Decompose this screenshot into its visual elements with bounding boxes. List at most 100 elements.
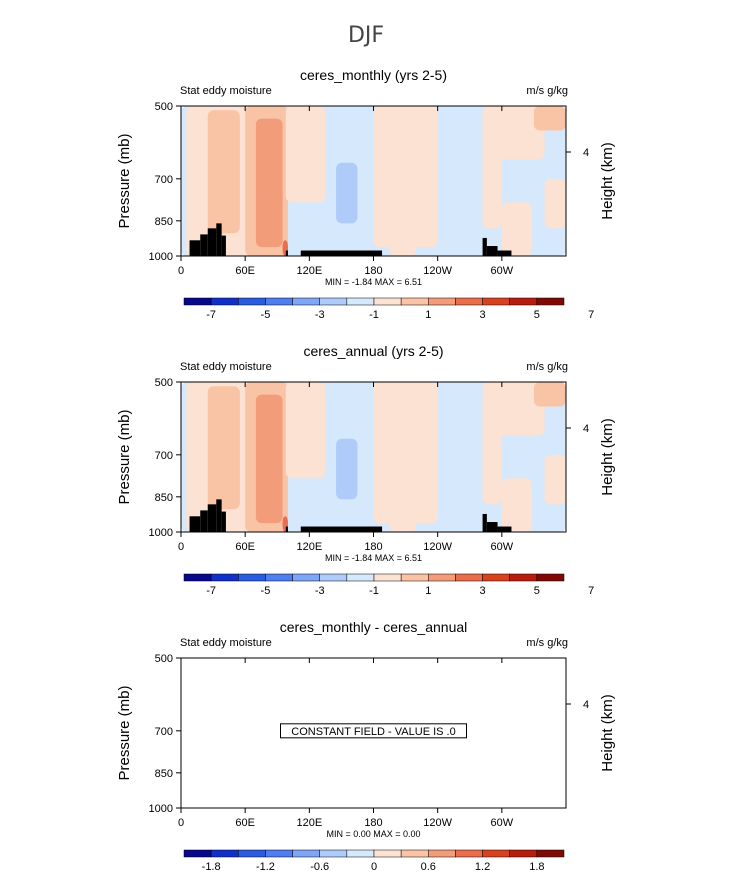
y-tick-label: 1000 bbox=[149, 803, 173, 815]
colorbar-swatch bbox=[265, 849, 293, 858]
colorbar-swatch bbox=[183, 573, 212, 582]
land-block bbox=[482, 513, 487, 532]
field-region bbox=[373, 382, 438, 524]
colorbar-swatch bbox=[319, 297, 348, 306]
colorbar-swatch bbox=[400, 849, 429, 858]
colorbar-swatch bbox=[536, 297, 565, 306]
land-block bbox=[486, 246, 498, 256]
colorbar-tick-label: -3 bbox=[315, 585, 325, 597]
field-region bbox=[285, 106, 326, 203]
y-tick-label: 700 bbox=[155, 726, 173, 738]
colorbar-tick-label: -7 bbox=[206, 585, 216, 597]
y2-axis-title: Height (km) bbox=[599, 418, 616, 496]
colorbar-tick-label: -5 bbox=[261, 585, 271, 597]
land-block bbox=[216, 499, 222, 532]
chart-panel: ceres_monthly (yrs 2-5) Stat eddy moistur… bbox=[116, 67, 616, 321]
field-region bbox=[255, 118, 283, 248]
units-label: m/s g/kg bbox=[526, 361, 568, 373]
colorbar-swatch bbox=[346, 849, 375, 858]
x-tick-label: 180 bbox=[364, 265, 382, 277]
colorbar-tick-label: 1 bbox=[425, 585, 431, 597]
x-tick-label: 120E bbox=[296, 541, 322, 553]
y-tick-label: 850 bbox=[155, 768, 173, 780]
y-tick-label: 700 bbox=[155, 174, 173, 186]
colorbar-swatch bbox=[509, 297, 538, 306]
colorbar-swatch bbox=[238, 849, 266, 858]
x-tick-label: 120W bbox=[423, 265, 452, 277]
colorbar-swatch bbox=[428, 849, 456, 858]
colorbar-swatch bbox=[428, 573, 456, 582]
variable-label: Stat eddy moisture bbox=[180, 85, 272, 97]
colorbar-tick-label: 5 bbox=[534, 309, 540, 321]
y2-axis-title: Height (km) bbox=[599, 142, 616, 220]
x-tick-label: 0 bbox=[178, 817, 184, 829]
colorbar-tick-label: 5 bbox=[534, 585, 540, 597]
field-region bbox=[373, 106, 438, 248]
y-tick-label: 850 bbox=[155, 492, 173, 504]
y-tick-label: 850 bbox=[155, 216, 173, 228]
y2-axis-title: Height (km) bbox=[599, 694, 616, 772]
colorbar-tick-label: 1.2 bbox=[475, 861, 490, 872]
colorbar-swatch bbox=[346, 297, 375, 306]
field-region bbox=[285, 382, 326, 479]
stats-label: MIN = 0.00 MAX = 0.00 bbox=[326, 829, 420, 839]
colorbar-swatch bbox=[265, 573, 293, 582]
land-block bbox=[200, 234, 208, 256]
y-tick-label: 700 bbox=[155, 450, 173, 462]
colorbar-swatch bbox=[265, 297, 293, 306]
colorbar-tick-label: -3 bbox=[315, 309, 325, 321]
colorbar-tick-label: -1.2 bbox=[256, 861, 275, 872]
field-region bbox=[207, 386, 240, 510]
y-axis-title: Pressure (mb) bbox=[116, 685, 133, 780]
land-block bbox=[482, 237, 487, 256]
colorbar-tick-label: 7 bbox=[588, 585, 594, 597]
colorbar-swatch bbox=[210, 573, 239, 582]
y-axis-title: Pressure (mb) bbox=[116, 133, 133, 228]
land-block bbox=[300, 526, 383, 532]
colorbar-swatch bbox=[210, 849, 239, 858]
x-tick-label: 60E bbox=[235, 265, 255, 277]
field-region bbox=[336, 162, 358, 224]
colorbar-tick-label: 0.6 bbox=[421, 861, 436, 872]
field-region bbox=[491, 382, 545, 436]
land-block bbox=[300, 250, 383, 256]
field-region bbox=[491, 106, 545, 160]
field-region bbox=[544, 178, 566, 229]
colorbar-swatch bbox=[292, 297, 320, 306]
stats-label: MIN = -1.84 MAX = 6.51 bbox=[325, 553, 422, 563]
figure-suptitle: DJF bbox=[348, 23, 384, 48]
y-tick-label: 1000 bbox=[149, 527, 173, 539]
y-tick-label: 500 bbox=[155, 653, 173, 665]
colorbar-swatch bbox=[455, 297, 483, 306]
field-region bbox=[501, 478, 532, 532]
colorbar-tick-label: 3 bbox=[480, 585, 486, 597]
colorbar-swatch bbox=[319, 849, 348, 858]
land-block bbox=[221, 511, 226, 532]
colorbar-tick-label: -1.8 bbox=[202, 861, 221, 872]
land-block bbox=[207, 504, 217, 532]
colorbar-tick-label: -7 bbox=[206, 309, 216, 321]
land-block bbox=[285, 526, 288, 532]
constant-field-label: CONSTANT FIELD - VALUE IS .0 bbox=[291, 726, 455, 738]
land-block bbox=[200, 510, 208, 532]
colorbar: -1.8 -1.2 -0.6 0 0.6 1.2 1.8 bbox=[183, 849, 565, 872]
colorbar: -7 -5 -3 -1 1 3 5 7 bbox=[183, 297, 594, 321]
field-region bbox=[482, 382, 502, 505]
colorbar-swatch bbox=[210, 297, 239, 306]
y2-tick-label: 4 bbox=[583, 147, 589, 159]
x-tick-label: 120E bbox=[296, 265, 322, 277]
colorbar-swatch bbox=[319, 573, 348, 582]
land-block bbox=[497, 526, 512, 532]
units-label: m/s g/kg bbox=[526, 85, 568, 97]
x-tick-label: 0 bbox=[178, 541, 184, 553]
variable-label: Stat eddy moisture bbox=[180, 361, 272, 373]
panel-title: ceres_monthly - ceres_annual bbox=[280, 619, 468, 635]
colorbar-swatch bbox=[482, 849, 510, 858]
field-region bbox=[482, 106, 502, 229]
x-tick-label: 60E bbox=[235, 817, 255, 829]
colorbar-swatch bbox=[482, 297, 510, 306]
colorbar-tick-label: -5 bbox=[261, 309, 271, 321]
y-tick-label: 500 bbox=[155, 101, 173, 113]
colorbar-swatch bbox=[373, 849, 402, 858]
